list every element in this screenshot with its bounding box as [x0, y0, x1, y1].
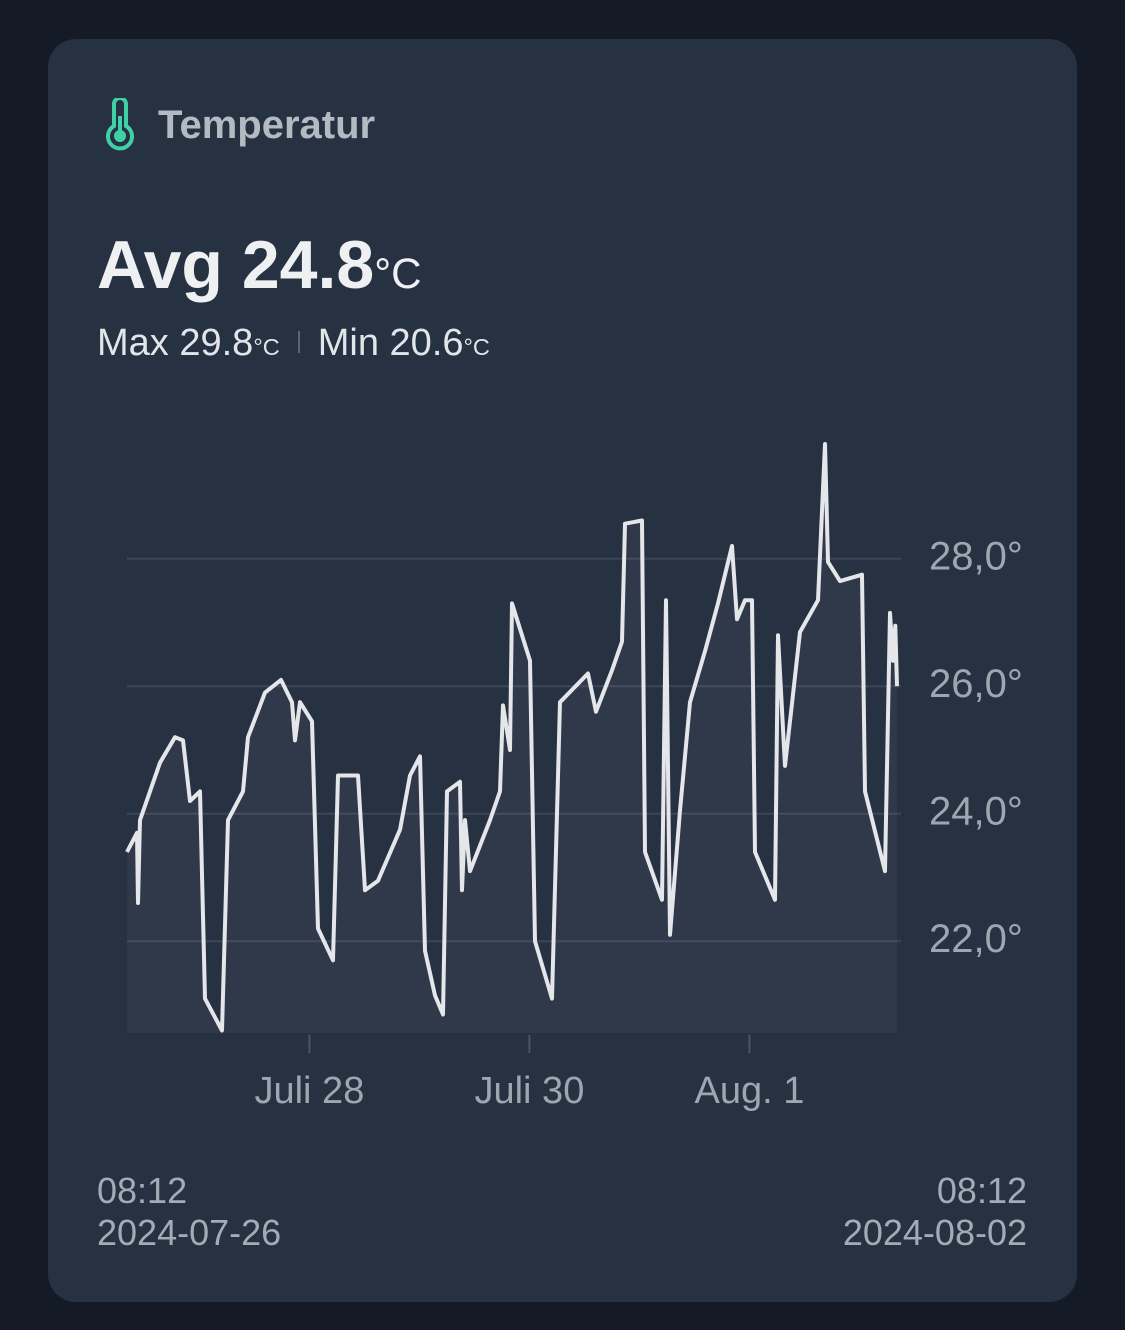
line — [125, 442, 899, 1033]
y-tick-label: 22,0° — [929, 917, 1023, 961]
start-time: 08:12 — [97, 1170, 188, 1211]
max-label: Max — [97, 322, 169, 364]
average: Avg 24.8°C — [97, 226, 422, 304]
card-title: Temperatur — [158, 103, 376, 147]
min-value: 20.6 — [389, 322, 464, 364]
thermometer-icon — [106, 98, 134, 151]
max-value: 29.8 — [179, 322, 254, 364]
x-tick-label: Juli 28 — [254, 1070, 364, 1112]
unit: °C — [463, 334, 490, 360]
end-time: 08:12 — [936, 1170, 1027, 1211]
range-start: 08:12 2024-07-26 — [97, 1170, 281, 1254]
card — [48, 39, 1077, 1302]
y-tick-label: 24,0° — [929, 789, 1023, 833]
min-label: Min — [317, 322, 379, 364]
unit: °C — [253, 334, 280, 360]
avg-label: Avg — [97, 227, 223, 303]
min-max: Max 29.8°C Min 20.6°C — [97, 322, 490, 365]
avg-value: 24.8 — [241, 227, 375, 303]
x-tick-label: Juli 30 — [474, 1070, 584, 1112]
start-date: 2024-07-26 — [97, 1212, 282, 1253]
y-tick-label: 26,0° — [929, 662, 1023, 706]
end-date: 2024-08-02 — [842, 1212, 1027, 1253]
range-end: 08:12 2024-08-02 — [843, 1170, 1027, 1254]
separator — [297, 331, 300, 353]
x-tick-label: Aug. 1 — [694, 1070, 804, 1112]
y-tick-label: 28,0° — [929, 534, 1023, 578]
unit: °C — [374, 250, 422, 297]
